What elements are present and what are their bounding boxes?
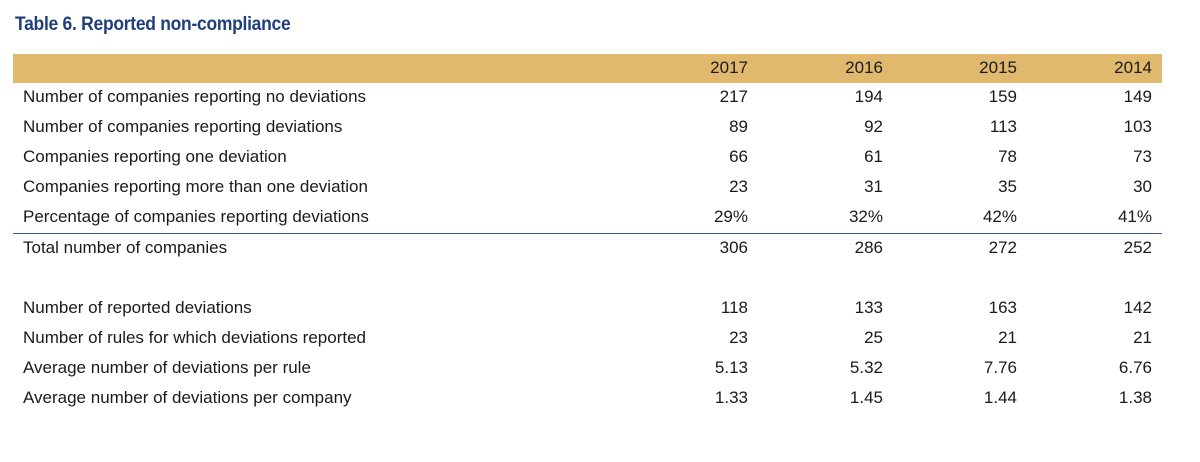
table-cell: 163 xyxy=(988,298,1017,317)
table-row: Percentage of companies reporting deviat… xyxy=(13,203,1162,233)
row-label: Number of companies reporting deviations xyxy=(23,117,343,136)
table-cell: 21 xyxy=(1133,328,1152,347)
table-cell: 30 xyxy=(1133,177,1152,196)
table-cell: 113 xyxy=(989,117,1017,136)
table-cell: 217 xyxy=(719,87,748,106)
table-cell: 159 xyxy=(988,87,1017,106)
table-cell: 31 xyxy=(864,177,883,196)
table-cell: 23 xyxy=(729,177,748,196)
table-cell: 1.38 xyxy=(1118,388,1152,407)
column-header: 2016 xyxy=(845,58,883,77)
table-cell: 89 xyxy=(729,117,748,136)
table-cell: 32% xyxy=(848,207,883,226)
row-label: Companies reporting one deviation xyxy=(23,147,287,166)
table-cell: 66 xyxy=(729,147,748,166)
table-cell: 92 xyxy=(864,117,883,136)
table-row: Number of rules for which deviations rep… xyxy=(13,324,1162,354)
table-row: Companies reporting more than one deviat… xyxy=(13,173,1162,203)
table-cell: 29% xyxy=(713,207,748,226)
table-cell: 73 xyxy=(1133,147,1152,166)
table-cell: 1.45 xyxy=(849,388,883,407)
table-cell: 35 xyxy=(998,177,1017,196)
non-compliance-table: 2017 2016 2015 2014 Number of companies … xyxy=(13,54,1162,414)
row-label: Number of rules for which deviations rep… xyxy=(23,328,366,347)
table-cell: 306 xyxy=(719,238,748,257)
table-cell: 25 xyxy=(864,328,883,347)
table-row: Companies reporting one deviation 66 61 … xyxy=(13,143,1162,173)
table-row: Number of companies reporting deviations… xyxy=(13,113,1162,143)
table-row: Number of companies reporting no deviati… xyxy=(13,83,1162,113)
row-label: Companies reporting more than one deviat… xyxy=(23,177,368,196)
table-cell: 1.33 xyxy=(714,388,748,407)
row-label: Total number of companies xyxy=(23,238,228,257)
table-cell: 286 xyxy=(854,238,883,257)
column-header: 2014 xyxy=(1114,58,1152,77)
row-label: Number of companies reporting no deviati… xyxy=(23,87,367,106)
table-header-row: 2017 2016 2015 2014 xyxy=(13,54,1162,83)
table-cell: 252 xyxy=(1123,238,1152,257)
total-row: Total number of companies 306 286 272 25… xyxy=(13,233,1162,264)
column-header: 2017 xyxy=(710,58,748,77)
table-row: Average number of deviations per rule 5.… xyxy=(13,354,1162,384)
table-cell: 42% xyxy=(982,207,1017,226)
column-header: 2015 xyxy=(979,58,1017,77)
table-row: Number of reported deviations 118 133 16… xyxy=(13,294,1162,324)
table-cell: 133 xyxy=(854,298,883,317)
table-cell: 78 xyxy=(998,147,1017,166)
row-label: Number of reported deviations xyxy=(23,298,252,317)
table-cell: 41% xyxy=(1117,207,1152,226)
table-cell: 142 xyxy=(1123,298,1152,317)
table-cell: 1.44 xyxy=(983,388,1017,407)
row-label: Average number of deviations per company xyxy=(23,388,352,407)
table-row: Average number of deviations per company… xyxy=(13,384,1162,414)
table-cell: 272 xyxy=(988,238,1017,257)
table-cell: 23 xyxy=(729,328,748,347)
table-cell: 6.76 xyxy=(1118,358,1152,377)
row-label: Percentage of companies reporting deviat… xyxy=(23,207,369,226)
table-cell: 61 xyxy=(864,147,883,166)
table-cell: 21 xyxy=(998,328,1017,347)
table-cell: 103 xyxy=(1123,117,1152,136)
table-cell: 7.76 xyxy=(983,358,1017,377)
table-cell: 5.32 xyxy=(849,358,883,377)
row-label: Average number of deviations per rule xyxy=(23,358,311,377)
row-spacer xyxy=(13,264,1162,294)
table-cell: 5.13 xyxy=(714,358,748,377)
table-title: Table 6. Reported non-compliance xyxy=(15,14,291,35)
table-cell: 118 xyxy=(720,298,748,317)
table-cell: 194 xyxy=(854,87,883,106)
table-cell: 149 xyxy=(1123,87,1152,106)
